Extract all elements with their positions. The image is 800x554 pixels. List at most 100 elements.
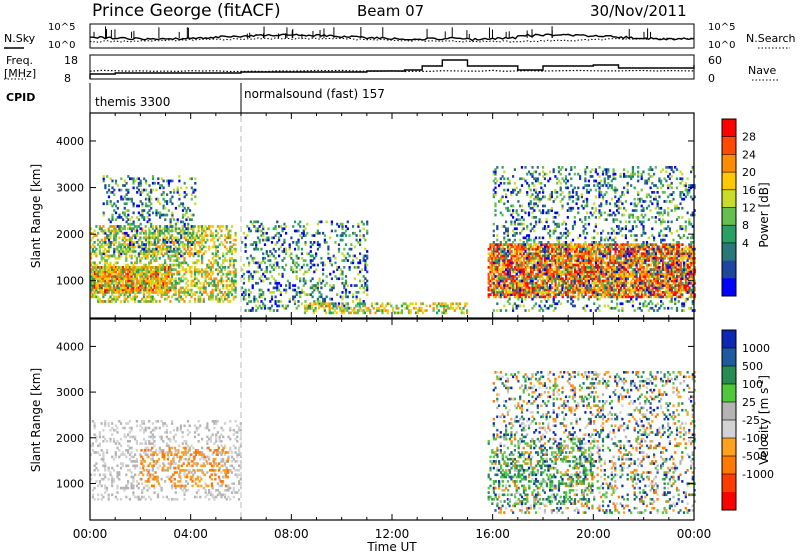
echo-cell <box>102 245 105 249</box>
echo-cell <box>132 277 135 281</box>
echo-cell <box>591 272 594 276</box>
echo-cell <box>612 286 615 290</box>
echo-cell <box>565 263 568 267</box>
echo-cell <box>614 268 617 271</box>
echo-cell <box>551 263 554 267</box>
echo-cell <box>114 268 117 271</box>
echo-cell <box>669 293 672 296</box>
echo-cell <box>614 245 617 249</box>
echo-cell <box>174 293 177 296</box>
echo-cell <box>602 275 605 278</box>
echo-cell <box>593 275 596 278</box>
echo-cell <box>607 261 610 265</box>
echo-cell <box>363 304 366 308</box>
echo-cell <box>171 254 174 258</box>
echo-cell <box>353 254 356 258</box>
echo-cell <box>211 270 214 274</box>
echo-cell <box>150 241 153 244</box>
echo-cell <box>209 293 212 296</box>
echo-cell <box>232 297 235 301</box>
echo-cell <box>158 238 161 242</box>
echo-cell <box>566 252 570 256</box>
echo-cell <box>551 250 554 253</box>
echo-cell <box>446 304 449 308</box>
echo-cell <box>171 202 174 206</box>
echo-cell <box>531 291 534 294</box>
echo-cell <box>130 288 133 292</box>
echo-cell <box>195 250 198 253</box>
echo-cell <box>524 272 527 276</box>
echo-cell <box>114 277 117 281</box>
echo-cell <box>494 268 497 271</box>
echo-cell <box>640 272 644 276</box>
echo-cell <box>132 177 135 181</box>
echo-cell <box>522 270 526 274</box>
echo-cell <box>129 238 132 242</box>
echo-cell <box>146 288 149 292</box>
echo-cell <box>359 238 362 242</box>
echo-cell <box>104 293 107 296</box>
echo-cell <box>171 227 174 231</box>
echo-cell <box>97 243 100 246</box>
echo-cell <box>586 250 589 253</box>
echo-cell <box>313 256 316 260</box>
echo-cell <box>91 293 94 296</box>
echo-cell <box>127 275 130 278</box>
echo-cell <box>160 295 163 299</box>
echo-cell <box>142 291 146 294</box>
echo-cell <box>517 256 520 260</box>
echo-cell <box>595 243 598 246</box>
echo-cell <box>614 256 617 260</box>
echo-cell <box>292 259 295 262</box>
echo-cell <box>263 231 267 235</box>
echo-cell <box>134 272 137 276</box>
echo-cell <box>510 243 513 246</box>
echo-cell <box>611 261 614 265</box>
echo-cell <box>93 270 96 274</box>
echo-cell <box>146 286 149 290</box>
echo-cell <box>642 252 645 256</box>
echo-cell <box>256 220 260 224</box>
echo-cell <box>533 284 536 287</box>
echo-cell <box>162 284 165 287</box>
echo-cell <box>130 243 133 246</box>
echo-cell <box>178 256 181 260</box>
echo-cell <box>95 263 98 267</box>
echo-cell <box>651 254 654 258</box>
echo-cell <box>105 286 109 290</box>
echo-cell <box>339 234 342 237</box>
echo-cell <box>544 270 547 274</box>
echo-cell <box>519 256 522 260</box>
echo-cell <box>669 286 672 290</box>
echo-cell <box>141 213 144 217</box>
echo-cell <box>614 261 617 265</box>
echo-cell <box>400 304 403 308</box>
echo-cell <box>528 254 531 258</box>
echo-cell <box>568 243 571 246</box>
echo-cell <box>132 234 135 237</box>
echo-cell <box>630 293 633 296</box>
echo-cell <box>517 266 520 269</box>
echo-cell <box>148 231 151 235</box>
echo-cell <box>97 291 100 294</box>
echo-cell <box>640 254 644 258</box>
echo-cell <box>141 284 144 287</box>
echo-cell <box>116 268 119 271</box>
echo-cell <box>215 250 218 253</box>
echo-cell <box>227 234 230 237</box>
echo-cell <box>155 236 158 240</box>
echo-cell <box>174 241 177 244</box>
echo-cell <box>515 261 518 265</box>
echo-cell <box>276 261 279 265</box>
echo-cell <box>669 279 672 283</box>
echo-cell <box>143 236 146 240</box>
echo-cell <box>318 245 321 249</box>
echo-cell <box>153 236 156 240</box>
echo-cell <box>323 297 326 301</box>
echo-cell <box>158 256 161 260</box>
echo-cell <box>551 245 554 249</box>
echo-cell <box>185 186 188 190</box>
echo-cell <box>662 245 665 249</box>
echo-cell <box>125 254 128 258</box>
echo-cell <box>199 234 202 237</box>
